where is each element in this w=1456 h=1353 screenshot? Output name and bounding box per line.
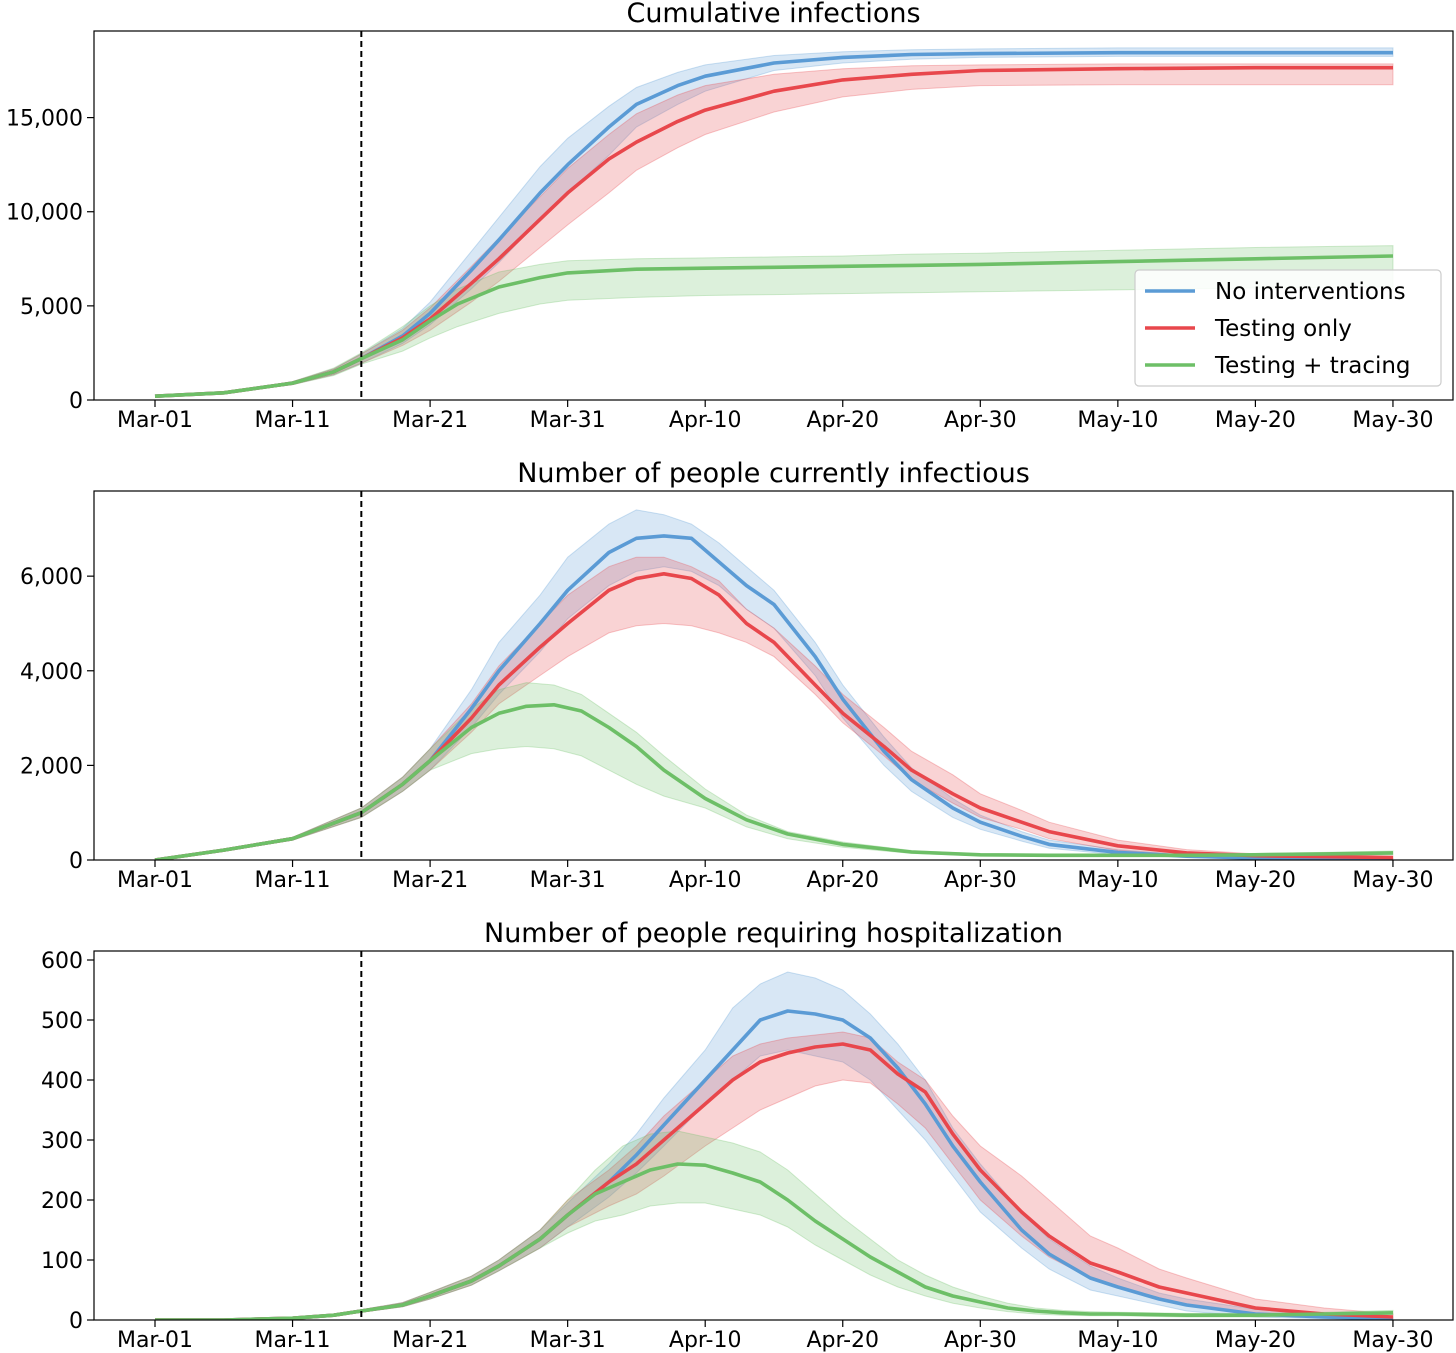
x-tick-label: Mar-31 (530, 868, 606, 893)
plot-area (155, 971, 1394, 1320)
y-tick-label: 100 (41, 1249, 83, 1274)
x-tick-label: May-10 (1077, 408, 1158, 433)
band-no-interventions (155, 971, 1394, 1320)
x-tick-label: Mar-01 (117, 408, 193, 433)
x-tick-label: Apr-10 (669, 1328, 742, 1353)
axes-frame (93, 30, 1454, 401)
x-tick-label: Mar-31 (530, 1328, 606, 1353)
x-tick-label: Mar-21 (392, 1328, 468, 1353)
x-tick-label: May-10 (1077, 868, 1158, 893)
legend-label-testing-tracing: Testing + tracing (1214, 353, 1411, 379)
x-tick-label: May-20 (1215, 408, 1296, 433)
x-tick-label: May-20 (1215, 868, 1296, 893)
legend-label-no-interventions: No interventions (1215, 279, 1406, 305)
band-testing-tracing (155, 1130, 1394, 1320)
line-testing-tracing (155, 1162, 1394, 1320)
x-tick-label: May-20 (1215, 1328, 1296, 1353)
legend-label-testing-only: Testing only (1214, 316, 1352, 342)
y-tick-label: 5,000 (20, 295, 83, 320)
x-tick-label: Mar-31 (530, 408, 606, 433)
y-tick-label: 400 (41, 1069, 83, 1094)
line-no-interventions (154, 534, 1394, 860)
x-tick-label: Mar-01 (117, 1328, 193, 1353)
x-tick-label: Apr-30 (944, 1328, 1017, 1353)
y-tick-label: 6,000 (20, 565, 83, 590)
panel-cumulative-infections: Cumulative infections Mar-01 Mar-11 Mar-21… (6, 0, 1454, 433)
band-testing-only (154, 63, 1394, 397)
y-tick-label: 0 (69, 849, 83, 874)
x-tick-label: Apr-20 (806, 408, 879, 433)
x-tick-label: Apr-30 (944, 868, 1017, 893)
y-tick-label: 200 (41, 1189, 83, 1214)
x-tick-label: May-30 (1352, 868, 1433, 893)
y-tick-label: 4,000 (20, 660, 83, 685)
x-tick-label: May-10 (1077, 1328, 1158, 1353)
x-tick-label: Mar-11 (255, 1328, 331, 1353)
y-tick-label: 500 (41, 1009, 83, 1034)
chart-title-cumulative-infections: Cumulative infections (626, 0, 920, 29)
panel-hospitalization: Number of people requiring hospitalizati… (41, 918, 1454, 1353)
y-tick-label: 600 (41, 949, 83, 974)
legend-box (1134, 269, 1442, 387)
y-tick-label: 15,000 (6, 107, 83, 132)
x-tick-label: Mar-21 (392, 408, 468, 433)
legend: No interventions Testing only Testing + … (1134, 269, 1442, 387)
band-no-interventions (154, 509, 1394, 860)
y-tick-label: 0 (69, 389, 83, 414)
axes-frame (93, 950, 1454, 1321)
x-tick-label: Apr-30 (944, 408, 1017, 433)
plot-area (154, 509, 1394, 860)
x-tick-label: May-30 (1352, 1328, 1433, 1353)
y-tick-label: 0 (69, 1309, 83, 1334)
x-tick-label: Mar-11 (255, 408, 331, 433)
x-tick-label: Apr-20 (806, 1328, 879, 1353)
x-tick-label: Apr-20 (806, 868, 879, 893)
plot-area (154, 47, 1394, 398)
line-testing-tracing (154, 703, 1394, 860)
y-tick-label: 10,000 (6, 201, 83, 226)
y-tick-label: 2,000 (20, 754, 83, 779)
chart-title-currently-infectious: Number of people currently infectious (517, 458, 1030, 489)
chart-title-hospitalization: Number of people requiring hospitalizati… (484, 918, 1063, 949)
x-tick-label: Mar-11 (255, 868, 331, 893)
panel-currently-infectious: Number of people currently infectious Ma… (20, 458, 1454, 893)
x-tick-label: Mar-21 (392, 868, 468, 893)
line-testing-tracing (154, 254, 1394, 398)
axes-frame (93, 490, 1454, 861)
x-tick-label: Mar-01 (117, 868, 193, 893)
y-tick-label: 300 (41, 1129, 83, 1154)
x-tick-label: Apr-10 (669, 868, 742, 893)
x-tick-label: Apr-10 (669, 408, 742, 433)
band-testing-tracing (154, 682, 1394, 860)
x-tick-label: May-30 (1352, 408, 1433, 433)
